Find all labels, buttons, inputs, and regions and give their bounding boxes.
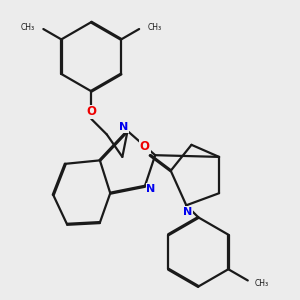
Text: N: N xyxy=(183,206,193,217)
Text: CH₃: CH₃ xyxy=(148,23,162,32)
Text: O: O xyxy=(86,106,96,118)
Text: N: N xyxy=(146,184,156,194)
Text: CH₃: CH₃ xyxy=(255,279,269,288)
Text: O: O xyxy=(140,140,150,153)
Text: N: N xyxy=(119,122,128,132)
Text: CH₃: CH₃ xyxy=(21,23,35,32)
